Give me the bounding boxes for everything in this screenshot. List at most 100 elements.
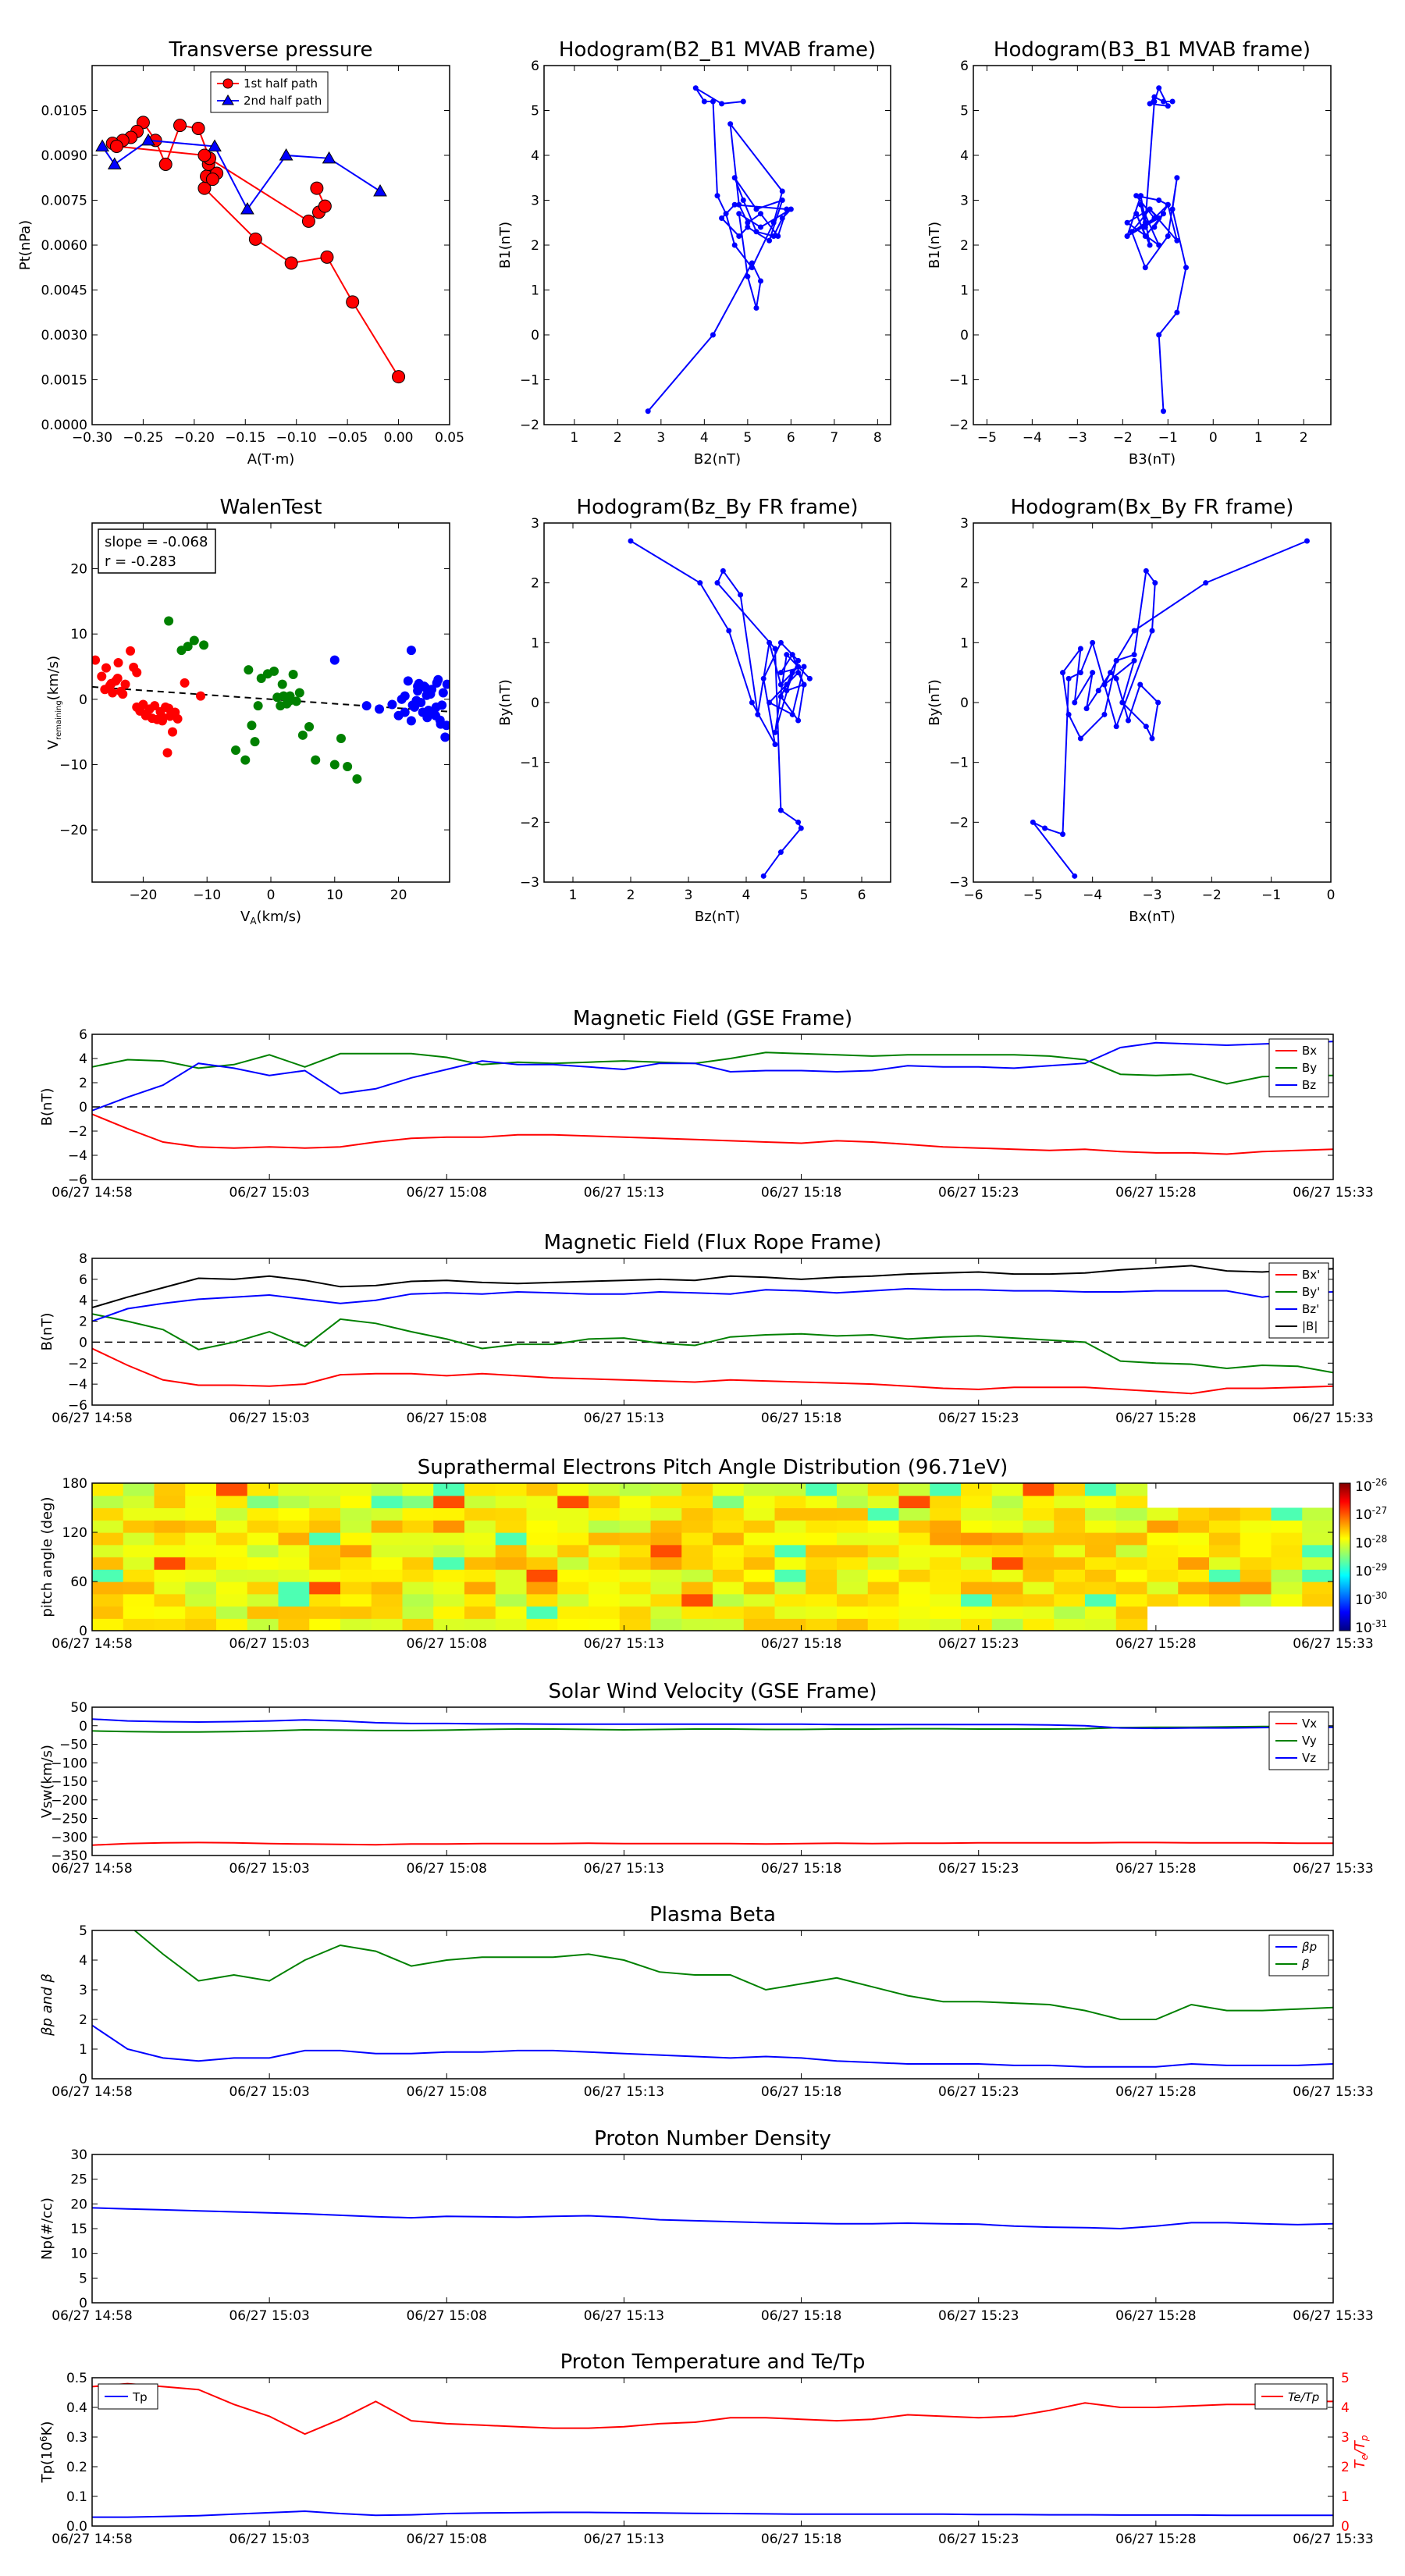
legend-label: βp [1301,1940,1317,1954]
heatmap-cell [309,1532,341,1546]
heatmap-cell [495,1520,528,1533]
data-point [1155,699,1161,706]
data-point [164,616,174,626]
data-point [1152,580,1158,586]
data-point [777,639,784,646]
heatmap-cell [991,1606,1024,1619]
x-tick-label: −20 [129,888,157,903]
data-point [1147,242,1153,248]
heatmap-cell [774,1483,806,1496]
heatmap-cell [589,1582,621,1595]
y-tick-label: −3 [949,875,969,891]
heatmap-cell [123,1593,155,1607]
y-right-tick-label: 0 [1341,2519,1350,2535]
heatmap-cell [898,1582,930,1595]
data-point [740,98,746,105]
heatmap-cell [92,1532,124,1546]
heatmap-cell [1085,1483,1117,1496]
data-point [311,755,321,765]
heatmap-cell [123,1544,155,1558]
y-tick-label: 5 [960,104,969,119]
heatmap-cell [154,1593,186,1607]
legend-label: Tp [132,2390,148,2404]
heatmap-cell [930,1495,962,1509]
x-tick-label: −0.15 [225,430,265,446]
heatmap-cell [1209,1507,1241,1521]
x-tick-label: 6 [858,888,866,903]
data-point [113,657,123,667]
data-point [736,233,742,239]
data-point [1077,646,1083,652]
heatmap-cell [309,1569,341,1582]
heatmap-cell [340,1544,372,1558]
panel-h31: Hodogram(B3_B1 MVAB frame)−2−10123456−5−… [927,38,1332,468]
heatmap-cell [402,1520,434,1533]
data-point [701,98,707,105]
heatmap-cell [619,1593,652,1607]
heatmap-cell [1085,1569,1117,1582]
axes-frame [91,2377,1334,2527]
x-tick-label: −10 [193,888,221,903]
heatmap-cell [154,1520,186,1533]
heatmap-cell [1023,1557,1055,1570]
x-tick-label: 06/27 15:23 [938,1185,1019,1201]
data-point [1138,201,1144,208]
data-point [310,181,324,195]
y-axis-label: B(nT) [39,1313,55,1351]
heatmap-cell [464,1593,496,1607]
axes-frame [543,65,891,425]
data-point [352,774,362,784]
x-tick-label: 06/27 15:28 [1115,1411,1196,1426]
data-point [301,214,315,228]
x-tick-label: −5 [1023,888,1043,903]
heatmap-cell [713,1593,745,1607]
data-point [1149,628,1155,634]
heatmap-cell [464,1483,496,1496]
x-tick-label: 06/27 14:58 [52,1861,132,1877]
data-point [108,688,118,698]
heatmap-cell [278,1582,310,1595]
heatmap-cell [806,1532,838,1546]
heatmap-cell [589,1569,621,1582]
heatmap-cell [216,1507,248,1521]
heatmap-cell [930,1557,962,1570]
data-point [1119,699,1126,706]
heatmap-cell [589,1593,621,1607]
x-tick-label: 06/27 15:18 [761,1185,841,1201]
y-tick-label: 6 [79,1272,87,1288]
heatmap-cell [557,1557,589,1570]
x-tick-label: 06/27 15:03 [229,1636,309,1652]
data-point [1072,873,1078,879]
data-point [779,188,785,194]
data-point [1147,206,1153,212]
heatmap-cell [557,1532,589,1546]
colorbar-tick-label: 10-30 [1355,1590,1387,1608]
heatmap-cell [961,1544,993,1558]
legend-label: Te/Tp [1288,2390,1319,2404]
heatmap-cell [619,1483,652,1496]
heatmap-cell [433,1544,465,1558]
heatmap-cell [1178,1507,1210,1521]
data-point [406,716,416,726]
x-tick-label: 06/27 15:33 [1293,1861,1373,1877]
heatmap-cell [930,1569,962,1582]
heatmap-cell [92,1618,124,1631]
heatmap-cell [650,1593,682,1607]
y-tick-label: 20 [70,2197,87,2212]
annotation-r: r = -0.283 [105,553,176,570]
data-point [1077,735,1083,742]
x-tick-label: 06/27 15:23 [938,1411,1019,1426]
heatmap-cell [650,1544,682,1558]
legend-label: β [1301,1957,1310,1971]
y-tick-label: −100 [51,1756,87,1771]
data-point [162,748,173,758]
colorbar-tick-label: 10-27 [1355,1505,1387,1523]
heatmap-cell [464,1618,496,1631]
data-point [1060,670,1065,676]
heatmap-cell [464,1606,496,1619]
series-line-Bz' [92,1287,1333,1322]
axes-frame [91,1706,1334,1856]
y-tick-label: 5 [79,2271,87,2286]
heatmap-cell [713,1618,745,1631]
data-point [719,101,725,107]
